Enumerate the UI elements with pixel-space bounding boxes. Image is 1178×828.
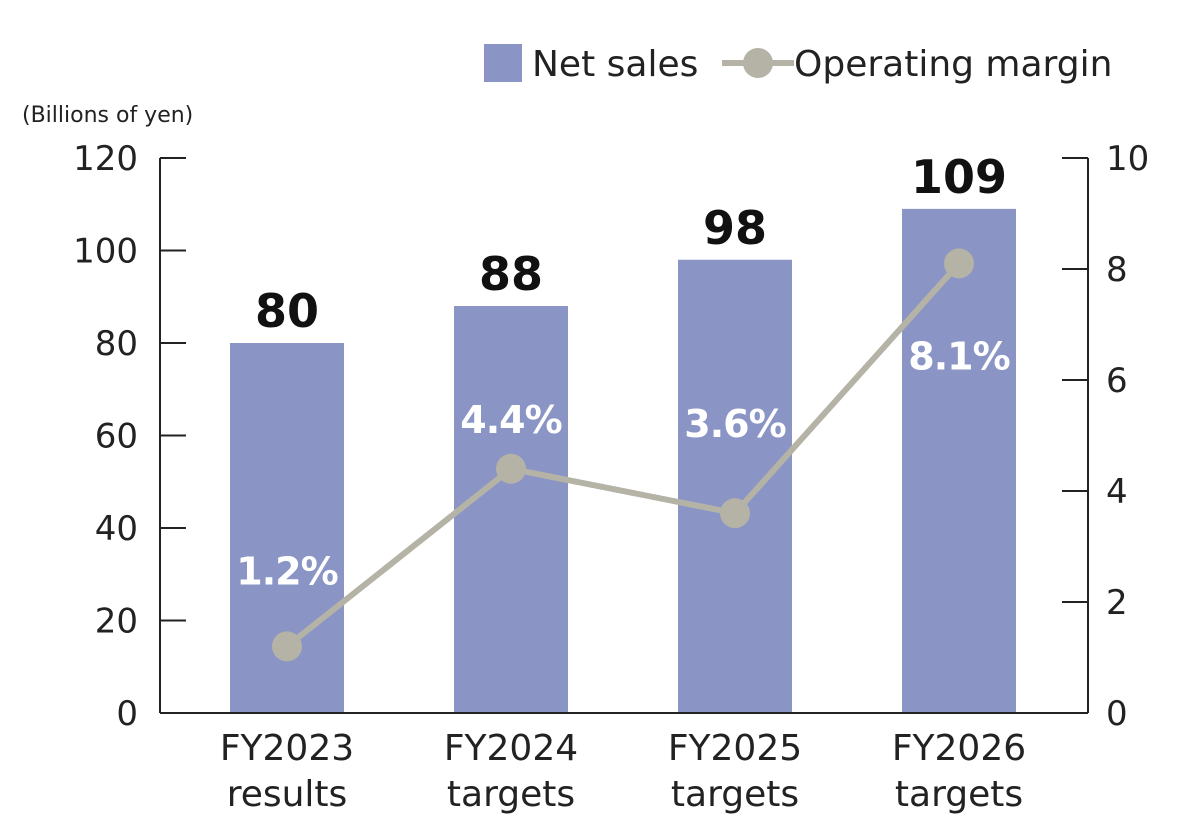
right-axis-tick-label: 10 <box>1106 139 1149 179</box>
x-axis-category-label: FY2026 <box>892 728 1026 769</box>
net-sales-bars: 80 88 98 109 <box>230 150 1016 713</box>
net-sales-bar <box>678 259 792 713</box>
legend: Net sales Operating margin <box>484 44 1112 85</box>
left-axis-tick-label: 80 <box>95 324 138 364</box>
legend-operating-margin-marker <box>743 48 773 78</box>
operating-margin-polyline <box>285 261 962 649</box>
net-sales-value-label: 80 <box>255 284 319 338</box>
net-sales-bar <box>902 208 1016 713</box>
left-axis-tick-label: 120 <box>73 139 138 179</box>
right-y-axis: 0 2 4 6 8 10 <box>1062 139 1149 734</box>
net-sales-value-label: 88 <box>479 247 543 301</box>
operating-margin-value-label: 1.2% <box>236 549 337 593</box>
operating-margin-value-label: 4.4% <box>460 398 561 442</box>
legend-operating-margin-label: Operating margin <box>794 44 1112 85</box>
left-axis-tick-label: 20 <box>95 602 138 642</box>
operating-margin-value-label: 3.6% <box>684 402 785 446</box>
net-sales-value-label: 98 <box>703 201 767 255</box>
x-axis-category-label: FY2024 <box>444 728 578 769</box>
left-y-axis: 0 20 40 60 80 100 120 <box>73 139 186 734</box>
left-axis-tick-label: 60 <box>95 417 138 457</box>
operating-margin-point <box>944 248 974 279</box>
x-axis-category-label: targets <box>895 774 1023 815</box>
operating-margin-value-label: 8.1% <box>908 334 1009 378</box>
net-sales-bar <box>454 306 568 713</box>
legend-net-sales-swatch <box>484 44 522 82</box>
legend-net-sales-label: Net sales <box>532 44 698 85</box>
x-axis-category-label: FY2025 <box>668 728 802 769</box>
right-axis-tick-label: 8 <box>1106 250 1128 290</box>
x-axis-category-label: targets <box>671 774 799 815</box>
operating-margin-point <box>720 498 750 529</box>
x-axis-category-label: FY2023 <box>220 728 354 769</box>
right-axis-tick-label: 6 <box>1106 361 1128 401</box>
left-axis-tick-label: 40 <box>95 509 138 549</box>
operating-margin-point <box>496 453 526 484</box>
right-axis-tick-label: 4 <box>1106 472 1128 512</box>
right-axis-tick-label: 2 <box>1106 583 1128 623</box>
y-axis-unit-label: (Billions of yen) <box>22 103 193 128</box>
x-axis-category-label: targets <box>447 774 575 815</box>
net-sales-value-label: 109 <box>911 150 1007 204</box>
x-axis-category-label: results <box>227 774 348 815</box>
right-axis-tick-label: 0 <box>1106 694 1128 734</box>
left-axis-tick-label: 100 <box>73 232 138 272</box>
operating-margin-line: 1.2% 4.4% 3.6% 8.1% <box>236 248 1011 662</box>
x-axis: FY2023 results FY2024 targets FY2025 targets F… <box>160 712 1088 815</box>
left-axis-tick-label: 0 <box>116 694 138 734</box>
operating-margin-point <box>272 631 302 662</box>
